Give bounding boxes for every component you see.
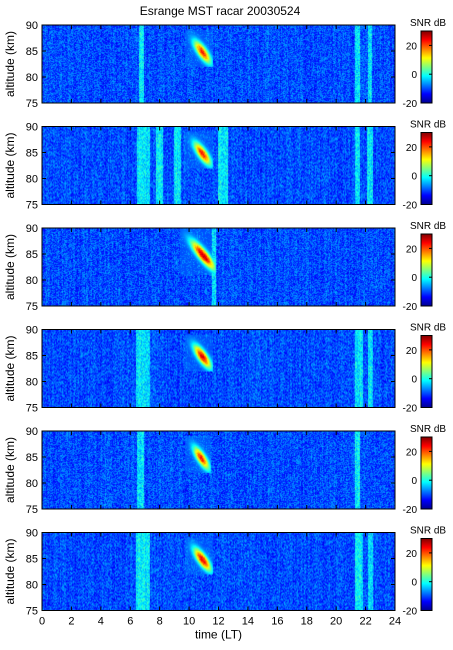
y-axis-label: altitude (km) (3, 31, 17, 97)
y-tick-label: 75 (26, 98, 38, 110)
x-tick-label: 20 (330, 616, 342, 628)
colorbar (420, 30, 433, 104)
y-tick-label: 75 (26, 403, 38, 415)
colorbar-tick-label: 20 (406, 447, 418, 458)
x-tick-label: 14 (242, 616, 254, 628)
y-tick-label: 85 (26, 148, 38, 160)
x-tick-label: 4 (98, 616, 104, 628)
x-tick-label: 24 (389, 616, 401, 628)
colorbar-label: SNR dB (410, 424, 446, 435)
y-axis-label: altitude (km) (3, 234, 17, 300)
panel-4: 75 80 85 90 altitude (km) SNR dB -20 0 20 (3, 323, 446, 415)
colorbar-label: SNR dB (410, 526, 446, 537)
colorbar (420, 132, 433, 205)
colorbar-tick-label: 0 (411, 578, 417, 589)
y-tick-label: 80 (26, 580, 38, 592)
colorbar-tick-label: 0 (411, 70, 417, 81)
y-axis-label: altitude (km) (3, 538, 17, 604)
colorbar-label: SNR dB (410, 323, 446, 334)
colorbar-tick-label: 0 (411, 273, 417, 284)
y-tick-label: 75 (26, 200, 38, 212)
panel-3: 75 80 85 90 altitude (km) SNR dB -20 0 20 (3, 221, 446, 313)
x-tick-label: 2 (68, 616, 74, 628)
y-tick-label: 85 (26, 554, 38, 566)
panel-2: 75 80 85 90 altitude (km) SNR dB -20 0 20 (3, 120, 446, 212)
colorbar-tick-label: -20 (403, 99, 418, 110)
y-tick-label: 80 (26, 174, 38, 186)
y-axis-label: altitude (km) (3, 132, 17, 198)
colorbar-tick-label: 20 (406, 346, 418, 357)
colorbar-tick-label: 20 (406, 41, 418, 52)
y-tick-label: 75 (26, 504, 38, 516)
y-axis-label: altitude (km) (3, 335, 17, 401)
y-tick-label: 90 (26, 426, 38, 438)
x-tick-label: 0 (39, 616, 45, 628)
colorbar-label: SNR dB (410, 120, 446, 131)
colorbar-tick-label: -20 (403, 302, 418, 313)
colorbar (420, 436, 433, 510)
y-tick-label: 85 (26, 46, 38, 58)
x-tick-label: 18 (301, 616, 313, 628)
colorbar-tick-label: -20 (403, 607, 418, 618)
y-tick-label: 75 (26, 301, 38, 313)
x-tick-label: 12 (212, 616, 224, 628)
x-tick-label: 22 (359, 616, 371, 628)
colorbar-tick-label: 0 (411, 172, 417, 183)
heatmap-image (42, 329, 395, 408)
y-tick-label: 90 (26, 20, 38, 32)
colorbar-tick-label: 20 (406, 143, 418, 154)
y-tick-label: 85 (26, 452, 38, 464)
x-tick-label: 8 (157, 616, 163, 628)
heatmap-image (42, 228, 395, 306)
heatmap-image (42, 431, 395, 509)
colorbar-tick-label: -20 (403, 201, 418, 212)
y-tick-label: 80 (26, 275, 38, 287)
colorbar-tick-label: -20 (403, 404, 418, 415)
y-tick-label: 80 (26, 478, 38, 490)
y-tick-label: 85 (26, 351, 38, 363)
y-axis-label: altitude (km) (3, 437, 17, 503)
y-tick-label: 80 (26, 377, 38, 389)
y-tick-label: 75 (26, 606, 38, 618)
y-tick-label: 90 (26, 528, 38, 540)
x-tick-label: 6 (127, 616, 133, 628)
colorbar-tick-label: 0 (411, 375, 417, 386)
y-tick-label: 90 (26, 122, 38, 134)
x-tick-label: 16 (271, 616, 283, 628)
colorbar (420, 335, 433, 408)
colorbar-label: SNR dB (410, 18, 446, 29)
figure-title: Esrange MST racar 20030524 (140, 4, 301, 18)
panel-1: 75 80 85 90 altitude (km) SNR dB -20 0 20 (3, 18, 446, 110)
heatmap-image (42, 25, 395, 103)
colorbar-tick-label: -20 (403, 505, 418, 516)
colorbar-tick-label: 0 (411, 476, 417, 487)
colorbar (420, 538, 433, 611)
y-tick-label: 80 (26, 72, 38, 84)
panel-5: 75 80 85 90 altitude (km) SNR dB -20 0 20 (3, 424, 446, 516)
y-tick-label: 85 (26, 249, 38, 261)
colorbar-tick-label: 20 (406, 244, 418, 255)
heatmap-image (42, 532, 395, 611)
colorbar-tick-label: 20 (406, 549, 418, 560)
y-tick-label: 90 (26, 325, 38, 337)
y-tick-label: 90 (26, 223, 38, 235)
colorbar-label: SNR dB (410, 221, 446, 232)
heatmap-image (42, 126, 395, 205)
x-tick-label: 10 (183, 616, 195, 628)
x-axis-label: time (LT) (195, 628, 242, 642)
colorbar (420, 233, 433, 307)
